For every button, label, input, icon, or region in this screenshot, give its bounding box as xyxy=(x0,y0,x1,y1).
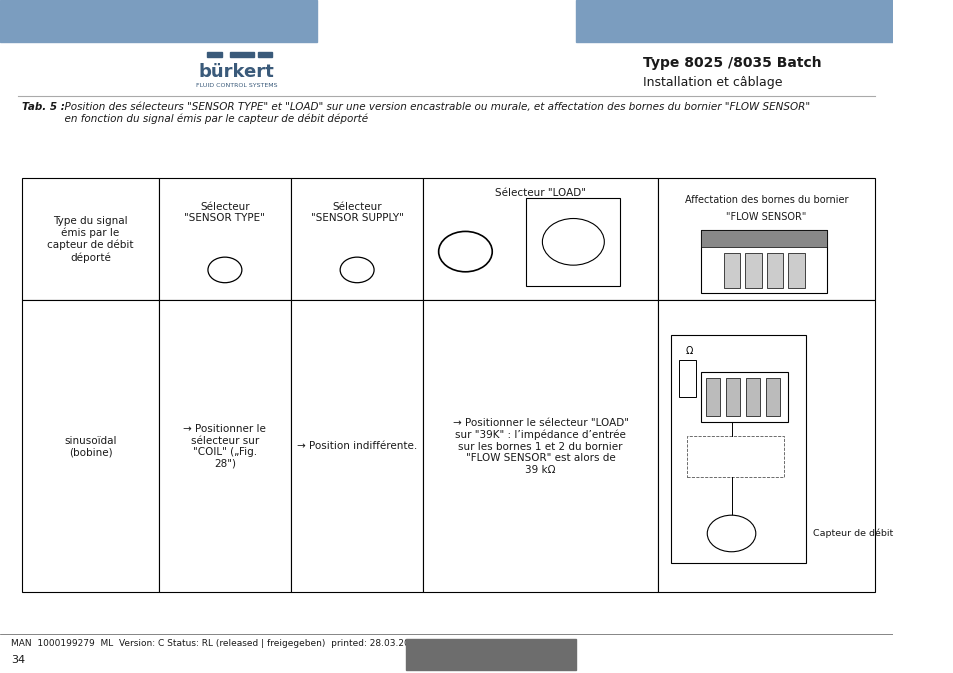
Bar xyxy=(158,300,291,592)
Text: Capteur de débit: Capteur de débit xyxy=(812,529,892,538)
Bar xyxy=(0,0,316,42)
Text: B: B xyxy=(459,244,471,259)
Bar xyxy=(207,52,221,57)
Text: → Position indifférente.: → Position indifférente. xyxy=(296,441,416,452)
Circle shape xyxy=(340,257,374,283)
Text: → Positionner le sélecteur "LOAD"
sur "39K" : l’impédance d’entrée
sur les borne: → Positionner le sélecteur "LOAD" sur "3… xyxy=(452,418,628,475)
Text: bürkert: bürkert xyxy=(198,63,274,81)
Bar xyxy=(658,300,875,592)
Text: Type 8025 /8035 Batch: Type 8025 /8035 Batch xyxy=(642,57,821,70)
Text: "FLOW SENSOR": "FLOW SENSOR" xyxy=(725,213,806,222)
Bar xyxy=(705,378,720,416)
Bar xyxy=(423,300,658,592)
Bar xyxy=(765,378,780,416)
Circle shape xyxy=(438,232,492,272)
Text: ~: ~ xyxy=(725,527,736,540)
Text: Type du signal
émis par le
capteur de débit
déporté: Type du signal émis par le capteur de dé… xyxy=(48,216,133,262)
Text: → Positionner le
sélecteur sur
"COIL" („Fig.
28"): → Positionner le sélecteur sur "COIL" („… xyxy=(183,424,266,468)
Bar xyxy=(766,253,782,288)
Text: français: français xyxy=(466,648,516,662)
Bar xyxy=(700,372,787,422)
Bar xyxy=(526,198,619,286)
Bar xyxy=(22,178,158,300)
Bar xyxy=(700,229,826,293)
Text: Sélecteur
"SENSOR SUPPLY": Sélecteur "SENSOR SUPPLY" xyxy=(311,202,403,223)
Bar xyxy=(423,178,658,300)
Circle shape xyxy=(542,219,603,265)
Text: Tab. 5 :: Tab. 5 : xyxy=(22,102,65,112)
Text: sinusoïdal
(bobine): sinusoïdal (bobine) xyxy=(64,435,116,457)
Bar xyxy=(725,378,740,416)
Text: Ω: Ω xyxy=(685,347,693,357)
Bar xyxy=(679,361,696,397)
Text: C: C xyxy=(221,265,229,275)
Bar xyxy=(723,253,740,288)
Bar xyxy=(576,0,892,42)
Text: Affectation des bornes du bornier: Affectation des bornes du bornier xyxy=(684,195,847,205)
Circle shape xyxy=(706,516,755,552)
Bar xyxy=(291,300,423,592)
Text: FLUID CONTROL SYSTEMS: FLUID CONTROL SYSTEMS xyxy=(195,83,277,88)
Bar xyxy=(258,52,273,57)
Bar xyxy=(745,378,760,416)
Text: Position des sélecteurs "SENSOR TYPE" et "LOAD" sur une version encastrable ou m: Position des sélecteurs "SENSOR TYPE" et… xyxy=(58,102,809,125)
Bar xyxy=(787,253,804,288)
Text: MAN  1000199279  ML  Version: C Status: RL (released | freigegeben)  printed: 28: MAN 1000199279 ML Version: C Status: RL … xyxy=(10,639,420,648)
Bar xyxy=(744,253,761,288)
Bar xyxy=(670,335,805,563)
Bar xyxy=(231,52,253,57)
Bar xyxy=(22,300,158,592)
Bar xyxy=(658,178,875,300)
Text: Installation et câblage: Installation et câblage xyxy=(642,75,781,89)
Bar xyxy=(158,178,291,300)
Text: Sélecteur "LOAD": Sélecteur "LOAD" xyxy=(495,188,585,198)
Bar xyxy=(686,435,783,476)
Bar xyxy=(291,178,423,300)
Bar xyxy=(700,229,826,248)
Bar xyxy=(406,639,576,670)
Text: Sélecteur
"SENSOR TYPE": Sélecteur "SENSOR TYPE" xyxy=(184,202,265,223)
Circle shape xyxy=(208,257,242,283)
Text: 34: 34 xyxy=(10,655,25,664)
Text: A: A xyxy=(353,265,360,275)
